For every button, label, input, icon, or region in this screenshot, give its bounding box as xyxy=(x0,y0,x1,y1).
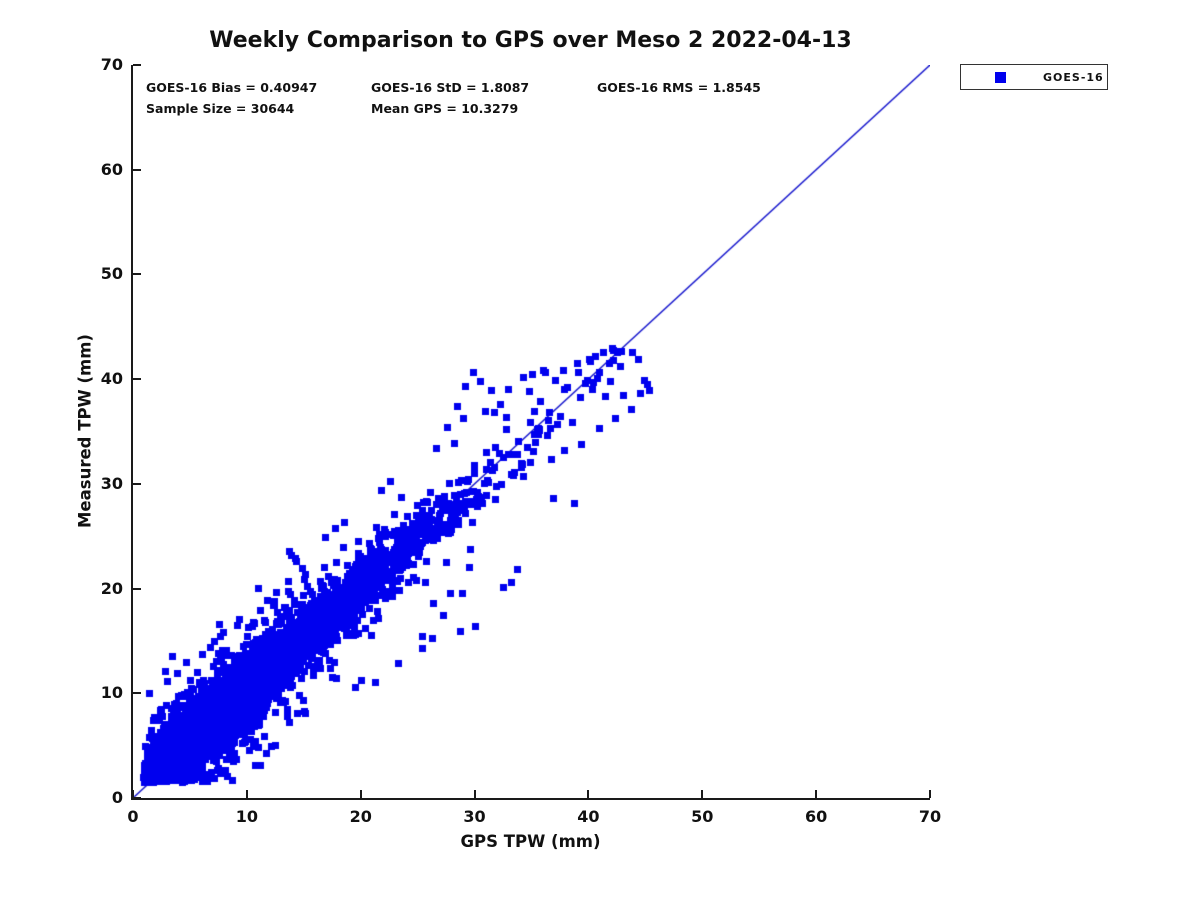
y-tick-mark xyxy=(133,692,141,695)
x-tick-label: 30 xyxy=(463,807,486,826)
y-tick-label: 60 xyxy=(100,159,123,179)
x-tick-mark xyxy=(587,790,590,798)
x-tick-mark xyxy=(473,790,476,798)
x-tick-mark xyxy=(245,790,248,798)
x-tick-label: 0 xyxy=(127,807,139,826)
legend-box: GOES-16 xyxy=(960,64,1108,90)
y-tick-label: 20 xyxy=(100,578,123,598)
x-tick-label: 10 xyxy=(235,807,258,826)
x-tick-label: 70 xyxy=(918,807,942,826)
legend-series-label: GOES-16 xyxy=(1043,70,1104,84)
y-tick-label: 0 xyxy=(111,788,123,807)
y-tick-label: 70 xyxy=(100,55,123,74)
x-tick-label: 50 xyxy=(691,807,714,826)
y-tick-mark xyxy=(133,797,141,799)
x-tick-mark xyxy=(132,790,134,798)
x-tick-mark xyxy=(815,790,818,798)
y-tick-mark xyxy=(133,273,141,276)
y-tick-label: 30 xyxy=(100,473,123,493)
y-axis-label: Measured TPW (mm) xyxy=(75,334,95,528)
x-tick-mark xyxy=(359,790,362,798)
y-tick-label: 50 xyxy=(100,264,123,284)
x-tick-mark xyxy=(929,790,931,798)
y-tick-mark xyxy=(133,482,141,485)
scatter-canvas xyxy=(133,65,930,798)
x-tick-label: 20 xyxy=(349,807,372,826)
x-tick-label: 40 xyxy=(577,807,600,826)
y-tick-label: 40 xyxy=(100,369,123,389)
chart-title: Weekly Comparison to GPS over Meso 2 202… xyxy=(209,28,852,53)
y-tick-mark xyxy=(133,168,141,171)
plot-area xyxy=(131,64,931,800)
x-tick-mark xyxy=(701,790,704,798)
y-tick-mark xyxy=(133,587,141,590)
y-tick-label: 10 xyxy=(100,683,123,703)
y-tick-mark xyxy=(133,378,141,381)
x-tick-label: 60 xyxy=(805,807,828,826)
x-axis-label: GPS TPW (mm) xyxy=(460,832,601,851)
y-tick-mark xyxy=(133,64,141,66)
legend-square-marker-icon xyxy=(995,71,1006,83)
